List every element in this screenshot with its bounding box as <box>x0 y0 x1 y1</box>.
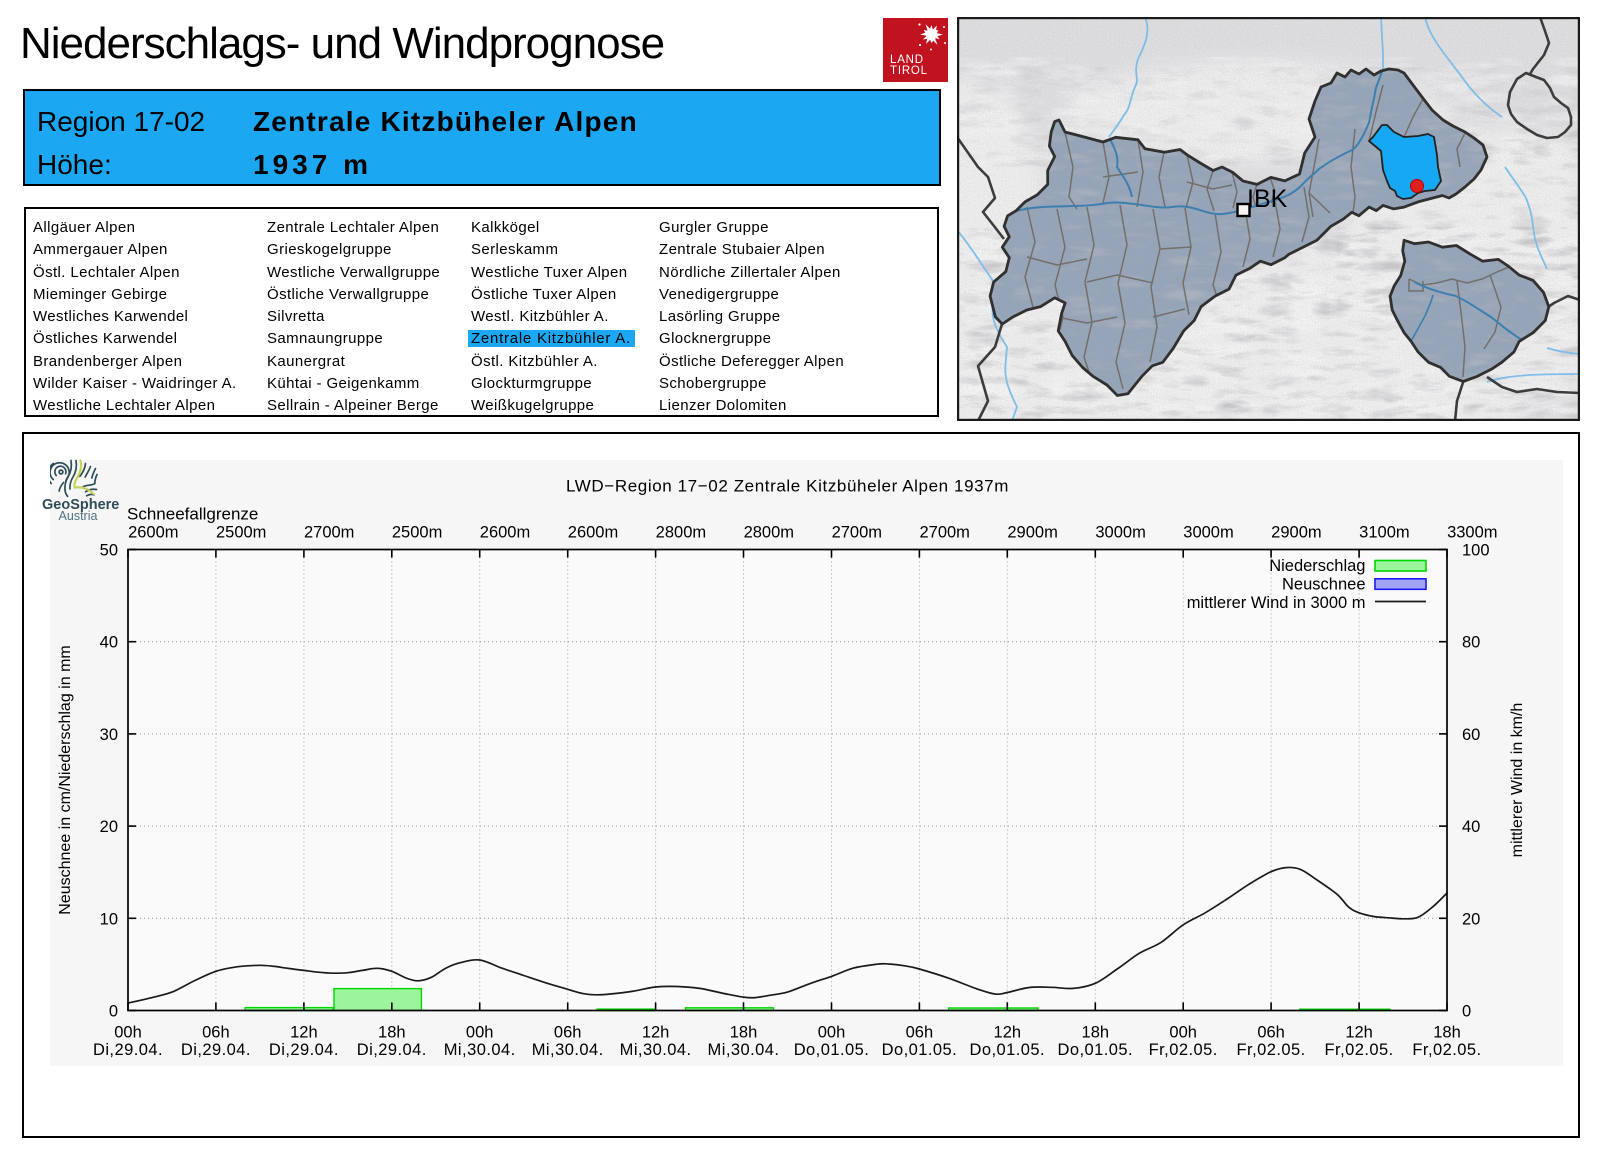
svg-text:12h: 12h <box>290 1024 318 1042</box>
svg-text:2700m: 2700m <box>304 524 354 542</box>
svg-text:18h: 18h <box>378 1024 406 1042</box>
svg-text:Di,29.04.: Di,29.04. <box>93 1041 163 1059</box>
svg-text:20: 20 <box>1462 910 1480 928</box>
svg-text:10: 10 <box>100 910 118 928</box>
svg-text:0: 0 <box>1462 1003 1471 1021</box>
svg-text:06h: 06h <box>202 1024 230 1042</box>
svg-text:00h: 00h <box>466 1024 494 1042</box>
svg-text:Neuschnee: Neuschnee <box>1282 576 1365 594</box>
svg-text:06h: 06h <box>906 1024 934 1042</box>
svg-text:Di,29.04.: Di,29.04. <box>181 1041 251 1059</box>
svg-text:00h: 00h <box>114 1024 142 1042</box>
svg-text:50: 50 <box>100 542 118 560</box>
svg-text:Niederschlag: Niederschlag <box>1269 557 1365 575</box>
svg-text:00h: 00h <box>818 1024 846 1042</box>
svg-text:mittlerer Wind in 3000 m: mittlerer Wind in 3000 m <box>1187 594 1366 612</box>
svg-text:2700m: 2700m <box>919 524 969 542</box>
svg-text:18h: 18h <box>1433 1024 1461 1042</box>
svg-text:18h: 18h <box>1082 1024 1110 1042</box>
svg-text:Mi,30.04.: Mi,30.04. <box>708 1041 780 1059</box>
svg-text:40: 40 <box>1462 818 1480 836</box>
svg-text:40: 40 <box>100 634 118 652</box>
svg-text:06h: 06h <box>554 1024 582 1042</box>
svg-text:2600m: 2600m <box>568 524 618 542</box>
svg-text:80: 80 <box>1462 634 1480 652</box>
svg-text:2500m: 2500m <box>392 524 442 542</box>
svg-text:Fr,02.05.: Fr,02.05. <box>1237 1041 1306 1059</box>
svg-text:2600m: 2600m <box>480 524 530 542</box>
svg-text:Di,29.04.: Di,29.04. <box>269 1041 339 1059</box>
svg-text:20: 20 <box>100 818 118 836</box>
svg-text:Fr,02.05.: Fr,02.05. <box>1149 1041 1218 1059</box>
svg-text:Neuschnee in cm/Niederschlag i: Neuschnee in cm/Niederschlag in mm <box>57 645 74 914</box>
svg-text:2700m: 2700m <box>832 524 882 542</box>
svg-text:100: 100 <box>1462 542 1490 560</box>
svg-text:2800m: 2800m <box>656 524 706 542</box>
svg-text:mittlerer Wind in km/h: mittlerer Wind in km/h <box>1509 703 1526 858</box>
svg-text:Mi,30.04.: Mi,30.04. <box>532 1041 604 1059</box>
svg-text:12h: 12h <box>1345 1024 1373 1042</box>
svg-text:60: 60 <box>1462 726 1480 744</box>
svg-text:06h: 06h <box>1257 1024 1285 1042</box>
svg-text:IBK: IBK <box>1247 185 1288 213</box>
svg-text:Schneefallgrenze: Schneefallgrenze <box>127 505 258 524</box>
svg-text:Mi,30.04.: Mi,30.04. <box>620 1041 692 1059</box>
svg-text:18h: 18h <box>730 1024 758 1042</box>
svg-text:0: 0 <box>109 1003 118 1021</box>
svg-text:3300m: 3300m <box>1447 524 1497 542</box>
svg-text:2800m: 2800m <box>744 524 794 542</box>
svg-text:Do,01.05.: Do,01.05. <box>1057 1041 1133 1059</box>
svg-text:12h: 12h <box>642 1024 670 1042</box>
svg-text:2900m: 2900m <box>1007 524 1057 542</box>
svg-text:3100m: 3100m <box>1359 524 1409 542</box>
svg-text:30: 30 <box>100 726 118 744</box>
svg-text:2900m: 2900m <box>1271 524 1321 542</box>
svg-text:Fr,02.05.: Fr,02.05. <box>1325 1041 1394 1059</box>
svg-text:Do,01.05.: Do,01.05. <box>794 1041 870 1059</box>
svg-text:12h: 12h <box>994 1024 1022 1042</box>
svg-text:Do,01.05.: Do,01.05. <box>969 1041 1045 1059</box>
svg-text:3000m: 3000m <box>1095 524 1145 542</box>
svg-text:00h: 00h <box>1169 1024 1197 1042</box>
svg-text:3000m: 3000m <box>1183 524 1233 542</box>
svg-text:2500m: 2500m <box>216 524 266 542</box>
svg-text:Do,01.05.: Do,01.05. <box>882 1041 958 1059</box>
svg-text:Mi,30.04.: Mi,30.04. <box>444 1041 516 1059</box>
svg-text:2600m: 2600m <box>128 524 178 542</box>
svg-text:LWD−Region 17−02 Zentrale Kitz: LWD−Region 17−02 Zentrale Kitzbüheler Al… <box>566 477 1009 496</box>
svg-text:Di,29.04.: Di,29.04. <box>357 1041 427 1059</box>
svg-text:Fr,02.05.: Fr,02.05. <box>1412 1041 1481 1059</box>
